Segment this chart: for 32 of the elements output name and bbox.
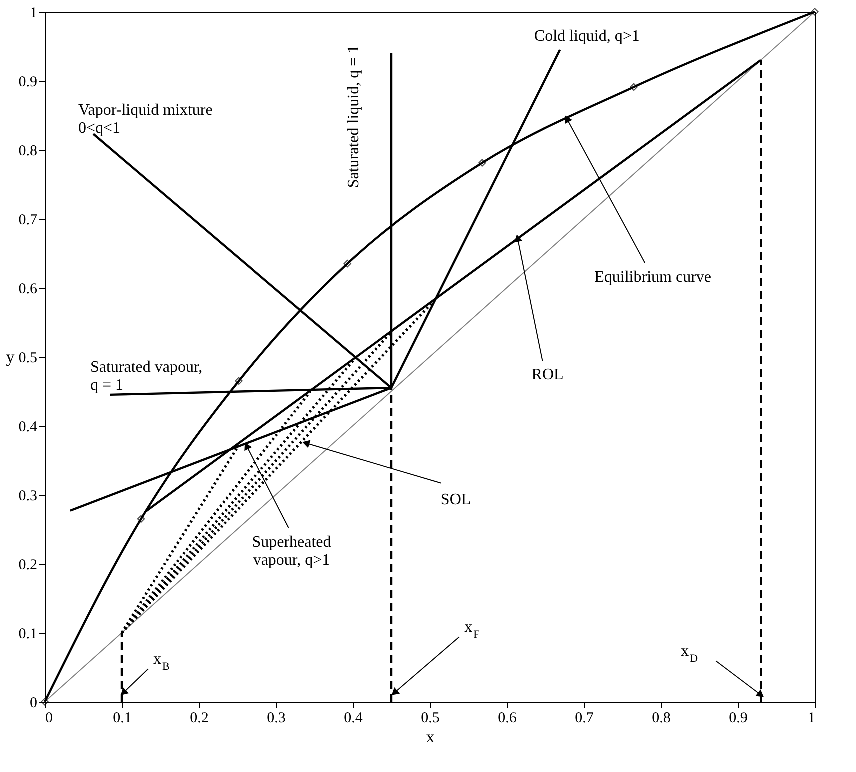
y-tick-label: 0.5 bbox=[18, 350, 38, 366]
x-tick-label: 0.6 bbox=[498, 710, 518, 726]
annotation: Equilibrium curve bbox=[594, 268, 712, 286]
x-tick-label: 0.7 bbox=[575, 710, 594, 726]
x-tick-label: 1 bbox=[808, 710, 816, 726]
y-tick-label: 0 bbox=[30, 696, 38, 712]
annotation: Vapor-liquid mixture 0<q<1 bbox=[78, 102, 213, 138]
y-tick-label: 0.4 bbox=[18, 420, 38, 436]
annotation: Superheated vapour, q>1 bbox=[252, 534, 332, 570]
x-tick-label: 0.8 bbox=[652, 710, 671, 726]
y-tick-label: 1 bbox=[30, 6, 38, 22]
x-tick-label: 0.2 bbox=[190, 710, 209, 726]
x-tick-label: 0 bbox=[46, 710, 53, 726]
x-axis-title: x bbox=[426, 728, 436, 746]
x-tick-label: 0.5 bbox=[421, 710, 440, 726]
x-tick-label: 0.4 bbox=[344, 710, 364, 726]
y-tick-label: 0.1 bbox=[18, 626, 38, 642]
y-tick-label: 0.8 bbox=[18, 144, 38, 160]
y-tick-label: 0.6 bbox=[18, 282, 38, 298]
annotation: ROL bbox=[532, 366, 564, 384]
y-tick-label: 0.9 bbox=[18, 74, 38, 90]
y-axis-title: y bbox=[6, 348, 16, 366]
y-tick-label: 0.7 bbox=[18, 212, 38, 228]
y-tick-label: 0.3 bbox=[18, 488, 38, 504]
annotation: Saturated liquid, q = 1 bbox=[346, 45, 362, 188]
annotation: Cold liquid, q>1 bbox=[534, 28, 640, 45]
y-tick-label: 0.2 bbox=[18, 558, 38, 574]
x-tick-label: 0.1 bbox=[113, 710, 132, 726]
x-tick-label: 0.3 bbox=[267, 710, 286, 726]
x-tick-label: 0.9 bbox=[729, 710, 748, 726]
annotation: Saturated vapour, q = 1 bbox=[90, 358, 203, 394]
annotation: SOL bbox=[440, 491, 472, 508]
